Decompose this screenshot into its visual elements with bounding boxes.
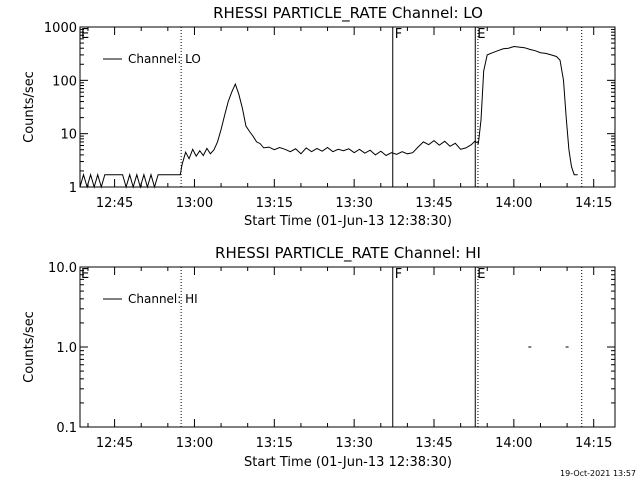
chart-title: RHESSI PARTICLE_RATE Channel: LO: [213, 4, 483, 23]
legend-entry-hi: Channel: HI: [128, 292, 198, 306]
x-tick-label: 12:45: [96, 196, 133, 211]
x-tick-label: 12:45: [96, 436, 133, 451]
x-tick-label: 13:00: [176, 436, 213, 451]
x-ticks: 12:45 13:00 13:15 13:30 13:45 14:00 14:15: [87, 27, 612, 211]
y-tick-label: 1: [69, 181, 77, 196]
x-tick-label: 14:15: [575, 436, 612, 451]
x-tick-label: 13:30: [335, 436, 372, 451]
y-tick-label: 0.1: [56, 421, 77, 436]
x-tick-label: 14:15: [575, 196, 612, 211]
legend: Channel: HI: [103, 292, 198, 306]
x-tick-label: 13:00: [176, 196, 213, 211]
y-ticks: 0.1 1.0 10.0: [48, 261, 615, 436]
plot-frame: [79, 26, 616, 188]
y-axis-label: Counts/sec: [22, 71, 37, 143]
x-tick-label: 13:30: [335, 196, 372, 211]
x-tick-label: 13:45: [415, 196, 452, 211]
event-marker-label: F: [395, 27, 402, 42]
y-tick-label: 10: [60, 128, 77, 143]
y-tick-label: 100: [52, 74, 77, 89]
series-line: [79, 45, 578, 189]
event-marker-label: F: [395, 267, 402, 282]
series-group: [79, 45, 578, 189]
x-axis-label: Start Time (01-Jun-13 12:38:30): [244, 214, 452, 229]
y-tick-label: 1000: [44, 21, 77, 36]
x-tick-label: 13:15: [256, 436, 293, 451]
x-tick-label: 14:00: [495, 436, 532, 451]
y-tick-label: 10.0: [48, 261, 77, 276]
x-tick-label: 13:15: [256, 196, 293, 211]
x-axis-label: Start Time (01-Jun-13 12:38:30): [244, 455, 452, 470]
corner-label: E: [81, 27, 89, 42]
legend: Channel: LO: [103, 52, 201, 66]
x-ticks: 12:45 13:00 13:15 13:30 13:45 14:00 14:15: [87, 267, 612, 451]
y-axis-label: Counts/sec: [22, 311, 37, 383]
event-marker-label: E: [477, 267, 485, 282]
x-tick-label: 13:45: [415, 436, 452, 451]
y-ticks: 1 10 100 1000: [44, 21, 615, 196]
plot-frame: [79, 266, 616, 428]
chart-panel-hi: RHESSI PARTICLE_RATE Channel: HI Counts/…: [22, 244, 616, 470]
x-tick-label: 14:00: [495, 196, 532, 211]
y-tick-label: 1.0: [56, 341, 77, 356]
footer-timestamp: 19-Oct-2021 13:57: [560, 469, 636, 478]
corner-label: E: [81, 267, 89, 282]
chart-title: RHESSI PARTICLE_RATE Channel: HI: [215, 244, 481, 263]
chart-panel-lo: RHESSI PARTICLE_RATE Channel: LO Counts/…: [22, 4, 616, 229]
event-marker-label: E: [477, 27, 485, 42]
legend-entry-lo: Channel: LO: [128, 52, 201, 66]
